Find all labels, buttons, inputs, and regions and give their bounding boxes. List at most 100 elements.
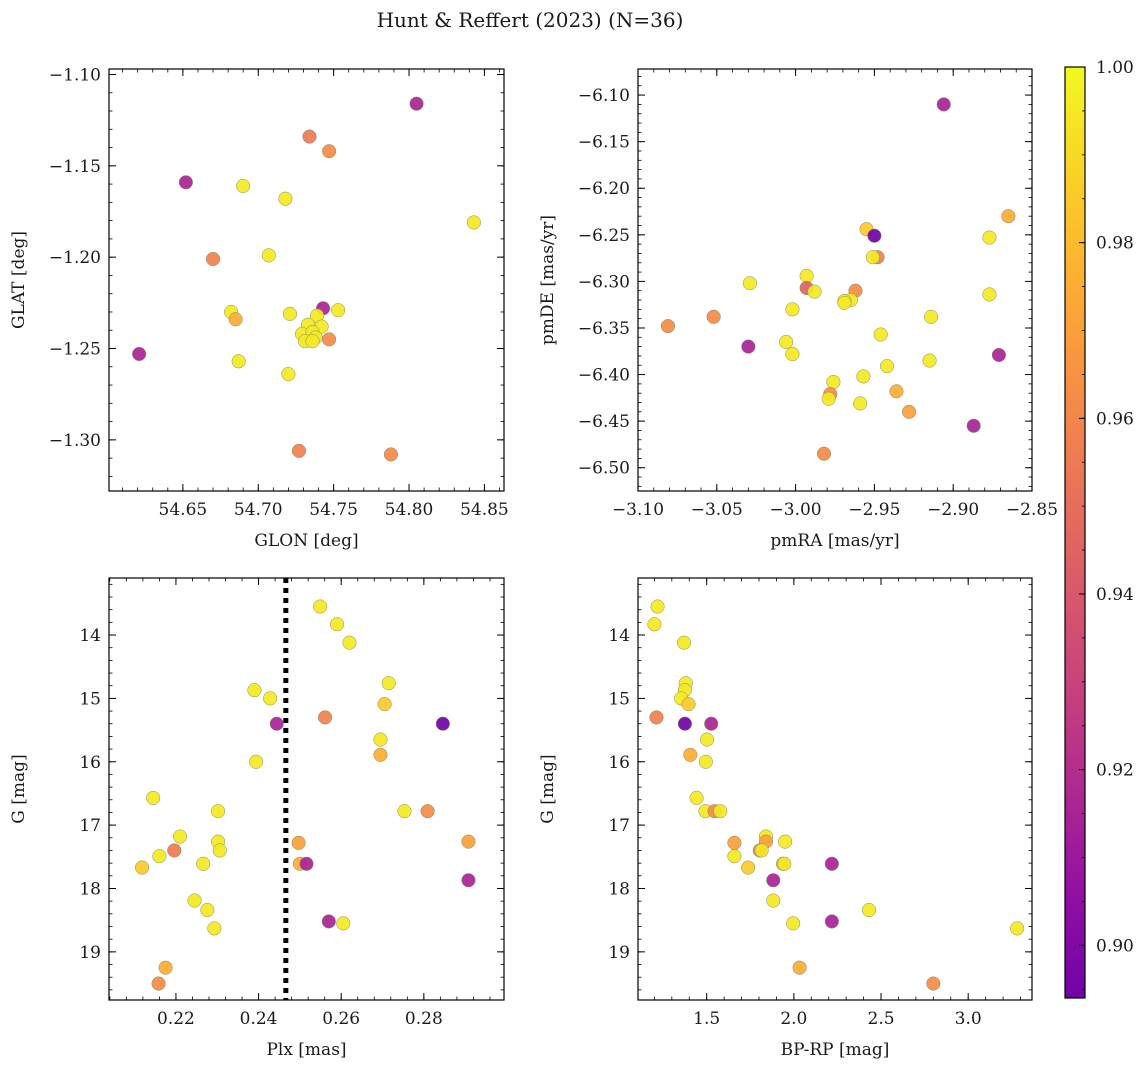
x-tick-label: −3.10	[612, 500, 664, 520]
scatter-point	[742, 276, 757, 291]
x-tick-label: 2.0	[780, 1009, 807, 1029]
scatter-point	[228, 312, 243, 327]
x-tick-label: −2.85	[1006, 500, 1058, 520]
y-tick-label: −6.10	[578, 86, 630, 106]
scatter-point	[409, 96, 424, 111]
scatter-point	[926, 976, 941, 991]
scatter-point	[263, 691, 278, 706]
scatter-point	[649, 710, 664, 725]
x-tick-label: 0.24	[240, 1009, 278, 1029]
scatter-point	[706, 309, 721, 324]
scatter-point	[435, 716, 450, 731]
y-tick-label: 16	[79, 753, 101, 773]
scatter-point	[236, 178, 251, 193]
y-tick-label: −1.25	[49, 340, 101, 360]
scatter-point	[861, 902, 877, 918]
y-tick-label: 19	[608, 943, 630, 963]
scatter-point	[281, 367, 296, 382]
scatter-point	[785, 302, 800, 317]
scatter-point	[158, 960, 173, 975]
x-tick-label: 2.5	[868, 1009, 895, 1029]
scatter-point	[299, 856, 314, 871]
scatter-point	[826, 374, 841, 390]
x-tick-label: 1.5	[693, 1009, 720, 1029]
scatter-point	[660, 319, 675, 334]
scatter-point	[1001, 209, 1016, 224]
x-tick-label: 0.22	[157, 1009, 195, 1029]
x-tick-label: −2.90	[927, 500, 979, 520]
scatter-point	[873, 327, 888, 342]
panel-proper-motion: −3.10 −3.05 −3.00 −2.95 −2.90 −2.85 −6.50 −6.45…	[538, 68, 1058, 551]
x-tick-label: 54.85	[460, 500, 509, 520]
scatter-point	[676, 635, 692, 650]
x-tick-label: 0.26	[322, 1009, 360, 1029]
scatter-point	[683, 747, 698, 762]
scatter-point	[777, 856, 792, 871]
y-tick-label: −6.20	[578, 179, 630, 199]
y-tick-label: −6.45	[578, 412, 630, 432]
scatter-points	[660, 97, 1016, 461]
scatter-point	[982, 230, 997, 245]
axes-frame	[637, 577, 1033, 1001]
scatter-point	[698, 754, 713, 769]
scatter-point	[865, 250, 880, 265]
scatter-point	[779, 334, 794, 349]
y-tick-label: 15	[79, 689, 101, 709]
scatter-point	[342, 635, 357, 650]
scatter-point	[699, 732, 715, 747]
scatter-point	[785, 347, 800, 362]
scatter-point	[318, 710, 333, 725]
scatter-point	[178, 175, 193, 190]
scatter-point	[397, 804, 412, 819]
axes-frame	[108, 577, 505, 1001]
x-axis-label: pmRA [mas/yr]	[770, 531, 899, 551]
scatter-point	[922, 353, 937, 368]
y-tick-label: −6.15	[578, 133, 630, 153]
scatter-point	[461, 873, 476, 888]
scatter-point	[902, 404, 917, 419]
scatter-point	[207, 921, 222, 936]
scatter-point	[269, 716, 284, 731]
colorbar-tick-label: 1.00	[1096, 58, 1134, 78]
scatter-point	[778, 834, 793, 849]
scatter-point	[373, 732, 388, 747]
scatter-point	[211, 804, 226, 819]
colorbar-gradient	[1064, 66, 1086, 999]
y-tick-label: 16	[608, 753, 630, 773]
scatter-point	[461, 834, 476, 849]
scatter-point	[1010, 921, 1025, 936]
y-axis-label: pmDE [mas/yr]	[538, 215, 558, 345]
colorbar-tick-label: 0.94	[1096, 585, 1134, 605]
scatter-point	[383, 447, 398, 462]
scatter-point	[856, 369, 871, 384]
scatter-points	[647, 599, 1025, 991]
x-tick-label: −3.05	[691, 500, 743, 520]
scatter-point	[247, 683, 262, 698]
scatter-point	[677, 716, 692, 731]
scatter-point	[982, 287, 997, 302]
scatter-point	[879, 359, 895, 374]
x-tick-label: 54.70	[234, 500, 283, 520]
panel-color-magnitude: 1.5 2.0 2.5 3.0 14 15 16 17 18 19 BP-RP [mag] G [ma…	[538, 577, 1033, 1060]
scatter-point	[713, 804, 728, 819]
scatter-point	[373, 747, 388, 762]
y-tick-label: 14	[608, 626, 630, 646]
scatter-point	[681, 697, 696, 712]
y-axis-label: GLAT [deg]	[9, 231, 29, 329]
x-tick-label: 54.65	[159, 500, 208, 520]
scatter-point	[132, 346, 147, 362]
axes-frame	[637, 68, 1033, 492]
axes-frame	[108, 68, 505, 492]
scatter-point	[867, 228, 882, 243]
y-tick-label: −6.25	[578, 226, 630, 246]
scatter-point	[330, 617, 345, 632]
y-tick-label: −1.15	[49, 157, 101, 177]
scatter-point	[766, 893, 781, 908]
colorbar: 0.90 0.92 0.94 0.96 0.98 1.00	[1064, 58, 1134, 999]
x-axis-label: GLON [deg]	[254, 531, 358, 551]
x-tick-label: 54.80	[385, 500, 434, 520]
y-tick-label: 19	[79, 943, 101, 963]
scatter-point	[322, 144, 337, 159]
scatter-point	[754, 843, 769, 858]
scatter-point	[305, 334, 320, 349]
